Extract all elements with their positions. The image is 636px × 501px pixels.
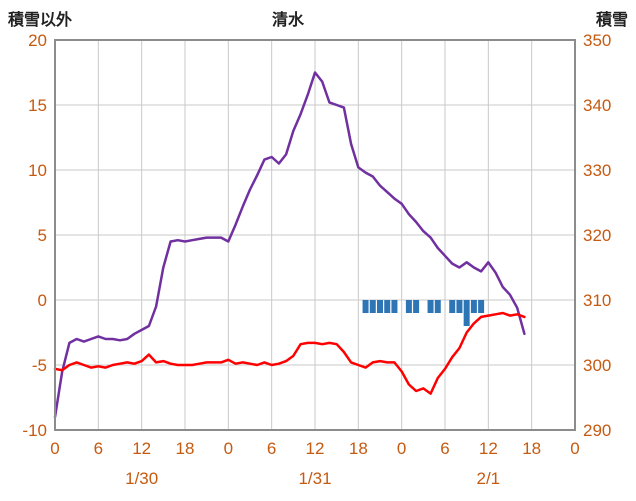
right-axis-tick-label: 320 bbox=[583, 226, 611, 245]
x-axis-date-label: 1/30 bbox=[125, 469, 158, 488]
x-axis-tick-label: 12 bbox=[132, 439, 151, 458]
blue-bar-series-bar bbox=[427, 300, 434, 313]
plot-frame bbox=[54, 39, 576, 431]
blue-bar-series-bar bbox=[369, 300, 376, 313]
blue-bar-series-bar bbox=[449, 300, 456, 313]
left-axis-tick-label: -10 bbox=[22, 421, 47, 440]
blue-bar-series-bar bbox=[377, 300, 383, 313]
left-axis-tick-label: 20 bbox=[28, 31, 47, 50]
right-axis-tick-label: 290 bbox=[583, 421, 611, 440]
x-axis-date-label: 1/31 bbox=[298, 469, 331, 488]
red-series bbox=[53, 311, 526, 395]
right-axis-tick-label: 310 bbox=[583, 291, 611, 310]
blue-bar-series-bar bbox=[434, 300, 441, 313]
x-axis-tick-label: 12 bbox=[306, 439, 325, 458]
blue-bar-series-bar bbox=[405, 300, 412, 313]
left-axis-tick-label: 10 bbox=[28, 161, 47, 180]
x-axis-tick-label: 12 bbox=[479, 439, 498, 458]
x-axis-tick-label: 6 bbox=[94, 439, 103, 458]
x-axis-tick-label: 0 bbox=[570, 439, 579, 458]
left-axis-title: 積雪以外 bbox=[8, 12, 73, 29]
blue-bar-series-bar bbox=[391, 300, 398, 313]
left-axis-tick-label: -5 bbox=[32, 356, 47, 375]
x-axis-tick-label: 6 bbox=[267, 439, 276, 458]
x-axis-tick-label: 6 bbox=[440, 439, 449, 458]
blue-bar-series-bar bbox=[384, 300, 391, 313]
left-axis-tick-label: 15 bbox=[28, 96, 47, 115]
left-axis-tick-label: 5 bbox=[38, 226, 47, 245]
left-axis-tick-label: 0 bbox=[38, 291, 47, 310]
right-axis-tick-label: 300 bbox=[583, 356, 611, 375]
x-axis-tick-label: 18 bbox=[522, 439, 541, 458]
x-axis-tick-label: 18 bbox=[349, 439, 368, 458]
x-axis-tick-label: 0 bbox=[397, 439, 406, 458]
blue-bar-series-bar bbox=[456, 300, 463, 313]
right-axis-tick-label: 330 bbox=[583, 161, 611, 180]
right-axis-tick-label: 340 bbox=[583, 96, 611, 115]
x-axis-tick-label: 0 bbox=[50, 439, 59, 458]
blue-bar-series-bar bbox=[463, 300, 470, 326]
right-axis-title: 積雪 bbox=[595, 12, 628, 29]
blue-bar-series-bar bbox=[362, 300, 369, 313]
purple-series bbox=[53, 71, 526, 419]
blue-bar-series-bar bbox=[478, 300, 485, 313]
blue-bar-series-bar bbox=[470, 300, 477, 313]
x-axis-tick-label: 18 bbox=[176, 439, 195, 458]
blue-bar-series-bar bbox=[413, 300, 420, 313]
x-axis-tick-label: 0 bbox=[224, 439, 233, 458]
x-axis-date-label: 2/1 bbox=[477, 469, 501, 488]
chart-title: 清水 bbox=[271, 12, 304, 29]
right-axis-tick-label: 350 bbox=[583, 31, 611, 50]
